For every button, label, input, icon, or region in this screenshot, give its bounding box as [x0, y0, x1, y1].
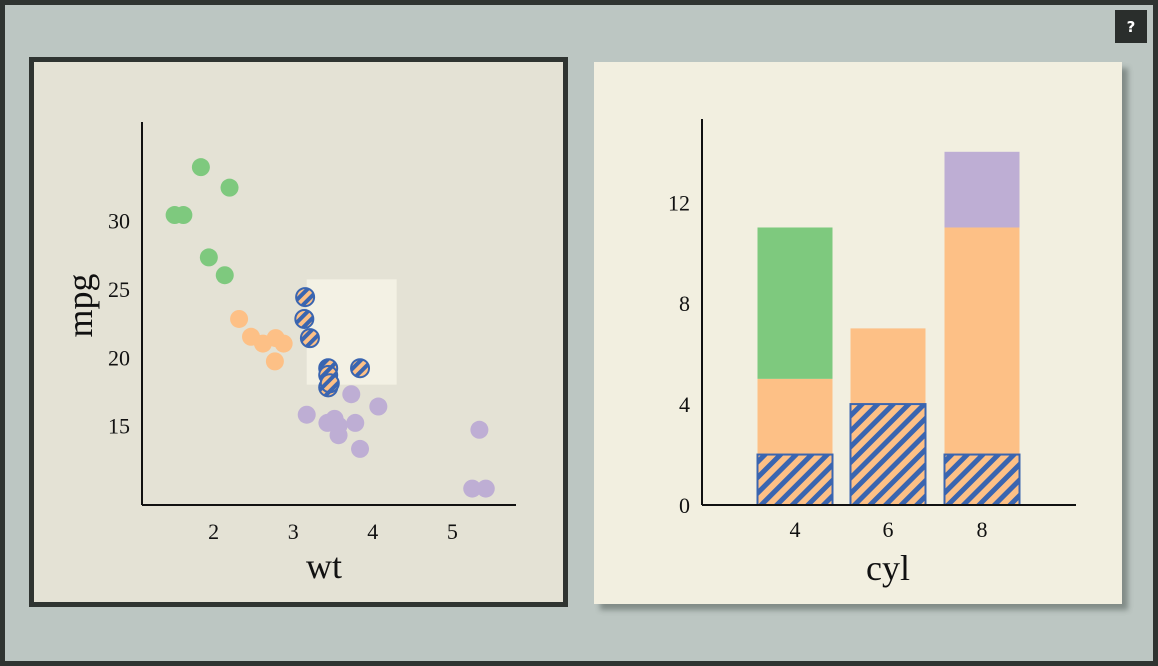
scatter-point[interactable]	[220, 178, 239, 197]
scatter-point[interactable]	[294, 308, 315, 329]
scatter-point[interactable]	[342, 385, 361, 404]
bar-segment[interactable]	[944, 227, 1020, 455]
y-tick-label: 25	[108, 277, 130, 302]
x-tick-label: 5	[447, 519, 458, 544]
y-tick-label: 30	[108, 208, 130, 233]
scatter-point[interactable]	[230, 309, 249, 328]
scatter-point[interactable]	[297, 405, 316, 424]
y-tick-label: 20	[108, 345, 130, 370]
scatter-panel[interactable]: 2 3 4 5 15 20 25 30 wt mpg	[29, 57, 568, 607]
help-button[interactable]: ?	[1115, 10, 1147, 43]
scatter-point[interactable]	[319, 373, 340, 394]
bar-segment-selected[interactable]	[756, 453, 834, 506]
bar-segment-selected[interactable]	[849, 403, 927, 506]
y-tick-label: 4	[679, 392, 690, 417]
y-tick-label: 15	[108, 414, 130, 439]
x-axis-title: wt	[306, 546, 342, 586]
y-tick-label: 8	[679, 291, 690, 316]
x-tick-label: 8	[977, 517, 988, 542]
scatter-chart[interactable]: 2 3 4 5 15 20 25 30 wt mpg	[34, 62, 563, 602]
scatter-point[interactable]	[174, 206, 193, 225]
scatter-point[interactable]	[199, 248, 218, 267]
scatter-point[interactable]	[265, 352, 284, 371]
bar-segment[interactable]	[757, 378, 833, 455]
scatter-point[interactable]	[215, 266, 234, 285]
y-tick-label: 0	[679, 493, 690, 518]
scatter-point[interactable]	[329, 426, 348, 445]
bar-segment[interactable]	[944, 151, 1020, 228]
scatter-point[interactable]	[295, 287, 316, 308]
y-tick-label: 12	[668, 190, 690, 215]
scatter-point[interactable]	[463, 479, 482, 498]
bar-segment[interactable]	[757, 227, 833, 379]
bar-segment-selected[interactable]	[943, 453, 1021, 506]
scatter-point[interactable]	[191, 158, 210, 177]
scatter-point[interactable]	[351, 439, 370, 458]
bar-chart[interactable]: 4 6 8 0 4 8 12 cyl	[594, 62, 1122, 604]
x-tick-label: 3	[288, 519, 299, 544]
x-tick-label: 4	[790, 517, 801, 542]
y-axis-title: mpg	[60, 273, 100, 337]
x-tick-label: 4	[367, 519, 378, 544]
x-tick-label: 6	[883, 517, 894, 542]
scatter-point[interactable]	[350, 358, 371, 379]
x-axis-title: cyl	[866, 548, 910, 588]
bar-segment[interactable]	[850, 328, 926, 405]
scatter-point[interactable]	[299, 328, 320, 349]
scatter-point[interactable]	[476, 479, 495, 498]
bar-panel: 4 6 8 0 4 8 12 cyl	[594, 62, 1122, 604]
scatter-point[interactable]	[470, 420, 489, 439]
scatter-point[interactable]	[346, 413, 365, 432]
scatter-point[interactable]	[274, 334, 293, 353]
scatter-point[interactable]	[369, 397, 388, 416]
x-tick-label: 2	[208, 519, 219, 544]
